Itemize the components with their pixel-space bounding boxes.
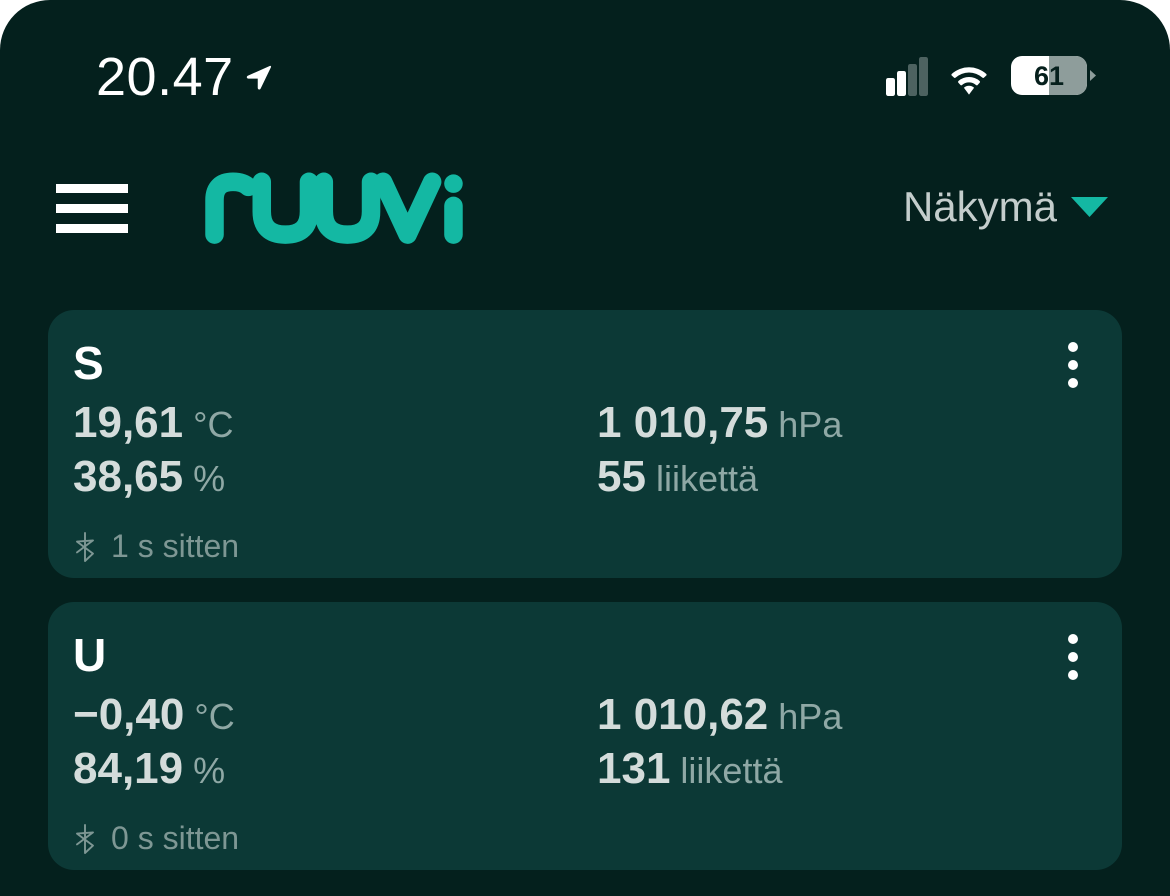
svg-text:61: 61	[1034, 61, 1064, 91]
